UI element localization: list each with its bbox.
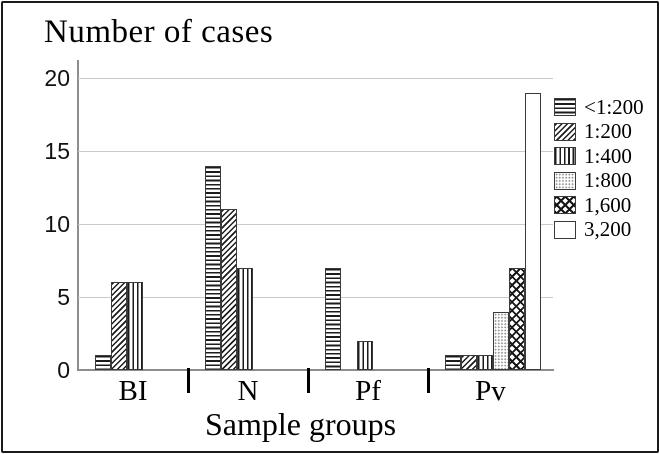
legend-item: 1:400: [554, 144, 644, 169]
y-tick-label: 15: [44, 138, 70, 164]
gridline: [78, 296, 553, 298]
y-tick-label: 20: [44, 65, 70, 91]
dots-swatch-icon: [554, 171, 576, 190]
legend-label: 1:800: [584, 168, 632, 193]
bar: [205, 166, 221, 370]
x-axis-line: [77, 369, 554, 371]
bar: [461, 355, 477, 370]
bar: [111, 282, 127, 370]
group-separator-tick: [306, 368, 310, 393]
legend-item: 1:800: [554, 168, 644, 194]
y-axis-line: [77, 60, 79, 371]
bar: [221, 209, 237, 370]
gridline: [78, 150, 553, 152]
group-cell-pf: [308, 78, 428, 370]
group-separator-tick: [426, 368, 430, 393]
legend-label: 3,200: [584, 217, 632, 242]
legend-item: 1:200: [554, 119, 644, 145]
group-cell-bi: [78, 78, 188, 370]
y-tick-label: 5: [57, 284, 70, 310]
chart-title: Number of cases: [44, 14, 274, 50]
gridline: [78, 223, 553, 225]
y-tick-label: 0: [57, 357, 70, 383]
bar: [357, 341, 373, 370]
group-cell-n: [188, 78, 308, 370]
legend-label: 1:200: [584, 119, 632, 144]
plot-area: [77, 60, 554, 393]
legend-item: <1:200: [554, 95, 644, 120]
legend-label: 1,600: [584, 192, 632, 217]
bar: [493, 312, 509, 370]
bar: [509, 268, 525, 370]
bar: [325, 268, 341, 370]
y-tick-label: 10: [44, 211, 70, 237]
legend-item: 3,200: [554, 217, 644, 243]
legend-label: <1:200: [584, 94, 644, 119]
plain-swatch-icon: [554, 220, 576, 239]
vertical-stripes-swatch-icon: [554, 147, 576, 166]
gridline: [78, 77, 553, 79]
bar: [127, 282, 143, 370]
crosshatch-swatch-icon: [554, 196, 576, 215]
category-label-bi: BI: [118, 375, 148, 407]
bar: [95, 355, 111, 370]
category-label-pf: Pf: [355, 375, 381, 407]
legend-item: 1,600: [554, 193, 644, 218]
legend: <1:200 1:200 1:400 1:800 1,600 3,200: [554, 95, 644, 242]
bar: [237, 268, 253, 370]
bar: [445, 355, 461, 370]
group-separator-tick: [186, 368, 190, 393]
group-cell-pv: [428, 78, 553, 370]
category-label-n: N: [237, 375, 259, 407]
x-axis-title: Sample groups: [204, 406, 397, 442]
bar: [525, 93, 541, 370]
horizontal-stripes-swatch-icon: [554, 98, 576, 117]
diagonal-stripes-swatch-icon: [554, 122, 576, 141]
category-label-pv: Pv: [475, 375, 506, 407]
legend-label: 1:400: [584, 143, 632, 168]
bar: [477, 355, 493, 370]
